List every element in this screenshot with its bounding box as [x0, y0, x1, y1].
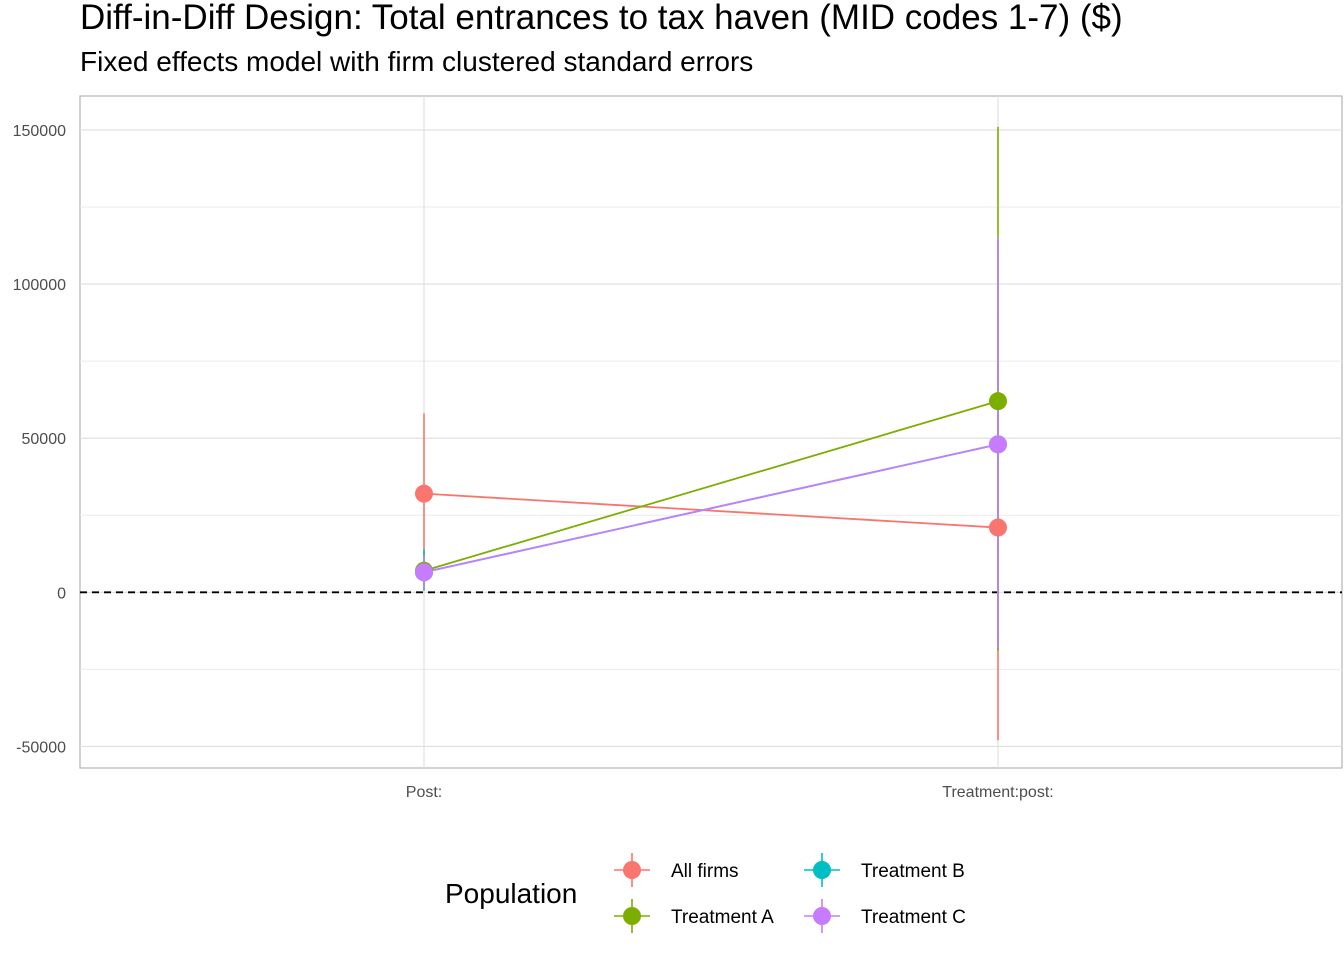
- y-tick-label: 100000: [13, 277, 66, 294]
- estimate-point: [989, 435, 1007, 454]
- legend-key-point: [813, 861, 831, 879]
- legend: Population All firms Treatment A Treatment …: [445, 853, 966, 933]
- legend-item: Treatment B: [804, 853, 965, 887]
- estimate-point: [415, 484, 433, 503]
- legend-key-point: [623, 907, 641, 925]
- y-tick-label: 0: [57, 585, 66, 602]
- y-tick-label: 50000: [22, 431, 67, 448]
- legend-label: Treatment B: [861, 861, 965, 882]
- panel-border: [79, 95, 1343, 769]
- legend-key-point: [813, 907, 831, 925]
- y-tick-label: 150000: [13, 123, 66, 140]
- legend-label: Treatment A: [671, 907, 774, 928]
- grid-layer: [79, 95, 1343, 769]
- estimate-point: [989, 392, 1007, 411]
- series-line: [423, 443, 999, 574]
- legend-label: All firms: [671, 861, 739, 882]
- legend-label: Treatment C: [861, 907, 966, 928]
- estimate-point: [415, 563, 433, 582]
- estimate-point: [989, 518, 1007, 537]
- chart-subtitle: Fixed effects model with firm clustered …: [80, 46, 754, 77]
- axis-layer: -50000 0 50000 100000 150000 Post: Treatment:p…: [13, 123, 1342, 801]
- legend-item: Treatment C: [804, 899, 966, 933]
- series-layer: [415, 126, 1007, 741]
- chart-title: Diff-in-Diff Design: Total entrances to …: [80, 0, 1123, 37]
- legend-title: Population: [445, 878, 577, 909]
- y-tick-label: -50000: [16, 739, 66, 756]
- x-tick-label: Post:: [406, 784, 442, 801]
- series-line: [423, 400, 999, 572]
- series-line: [423, 492, 999, 529]
- legend-key-point: [623, 861, 641, 879]
- legend-item: All firms: [614, 853, 739, 887]
- legend-item: Treatment A: [614, 899, 774, 933]
- x-tick-label: Treatment:post:: [942, 784, 1053, 801]
